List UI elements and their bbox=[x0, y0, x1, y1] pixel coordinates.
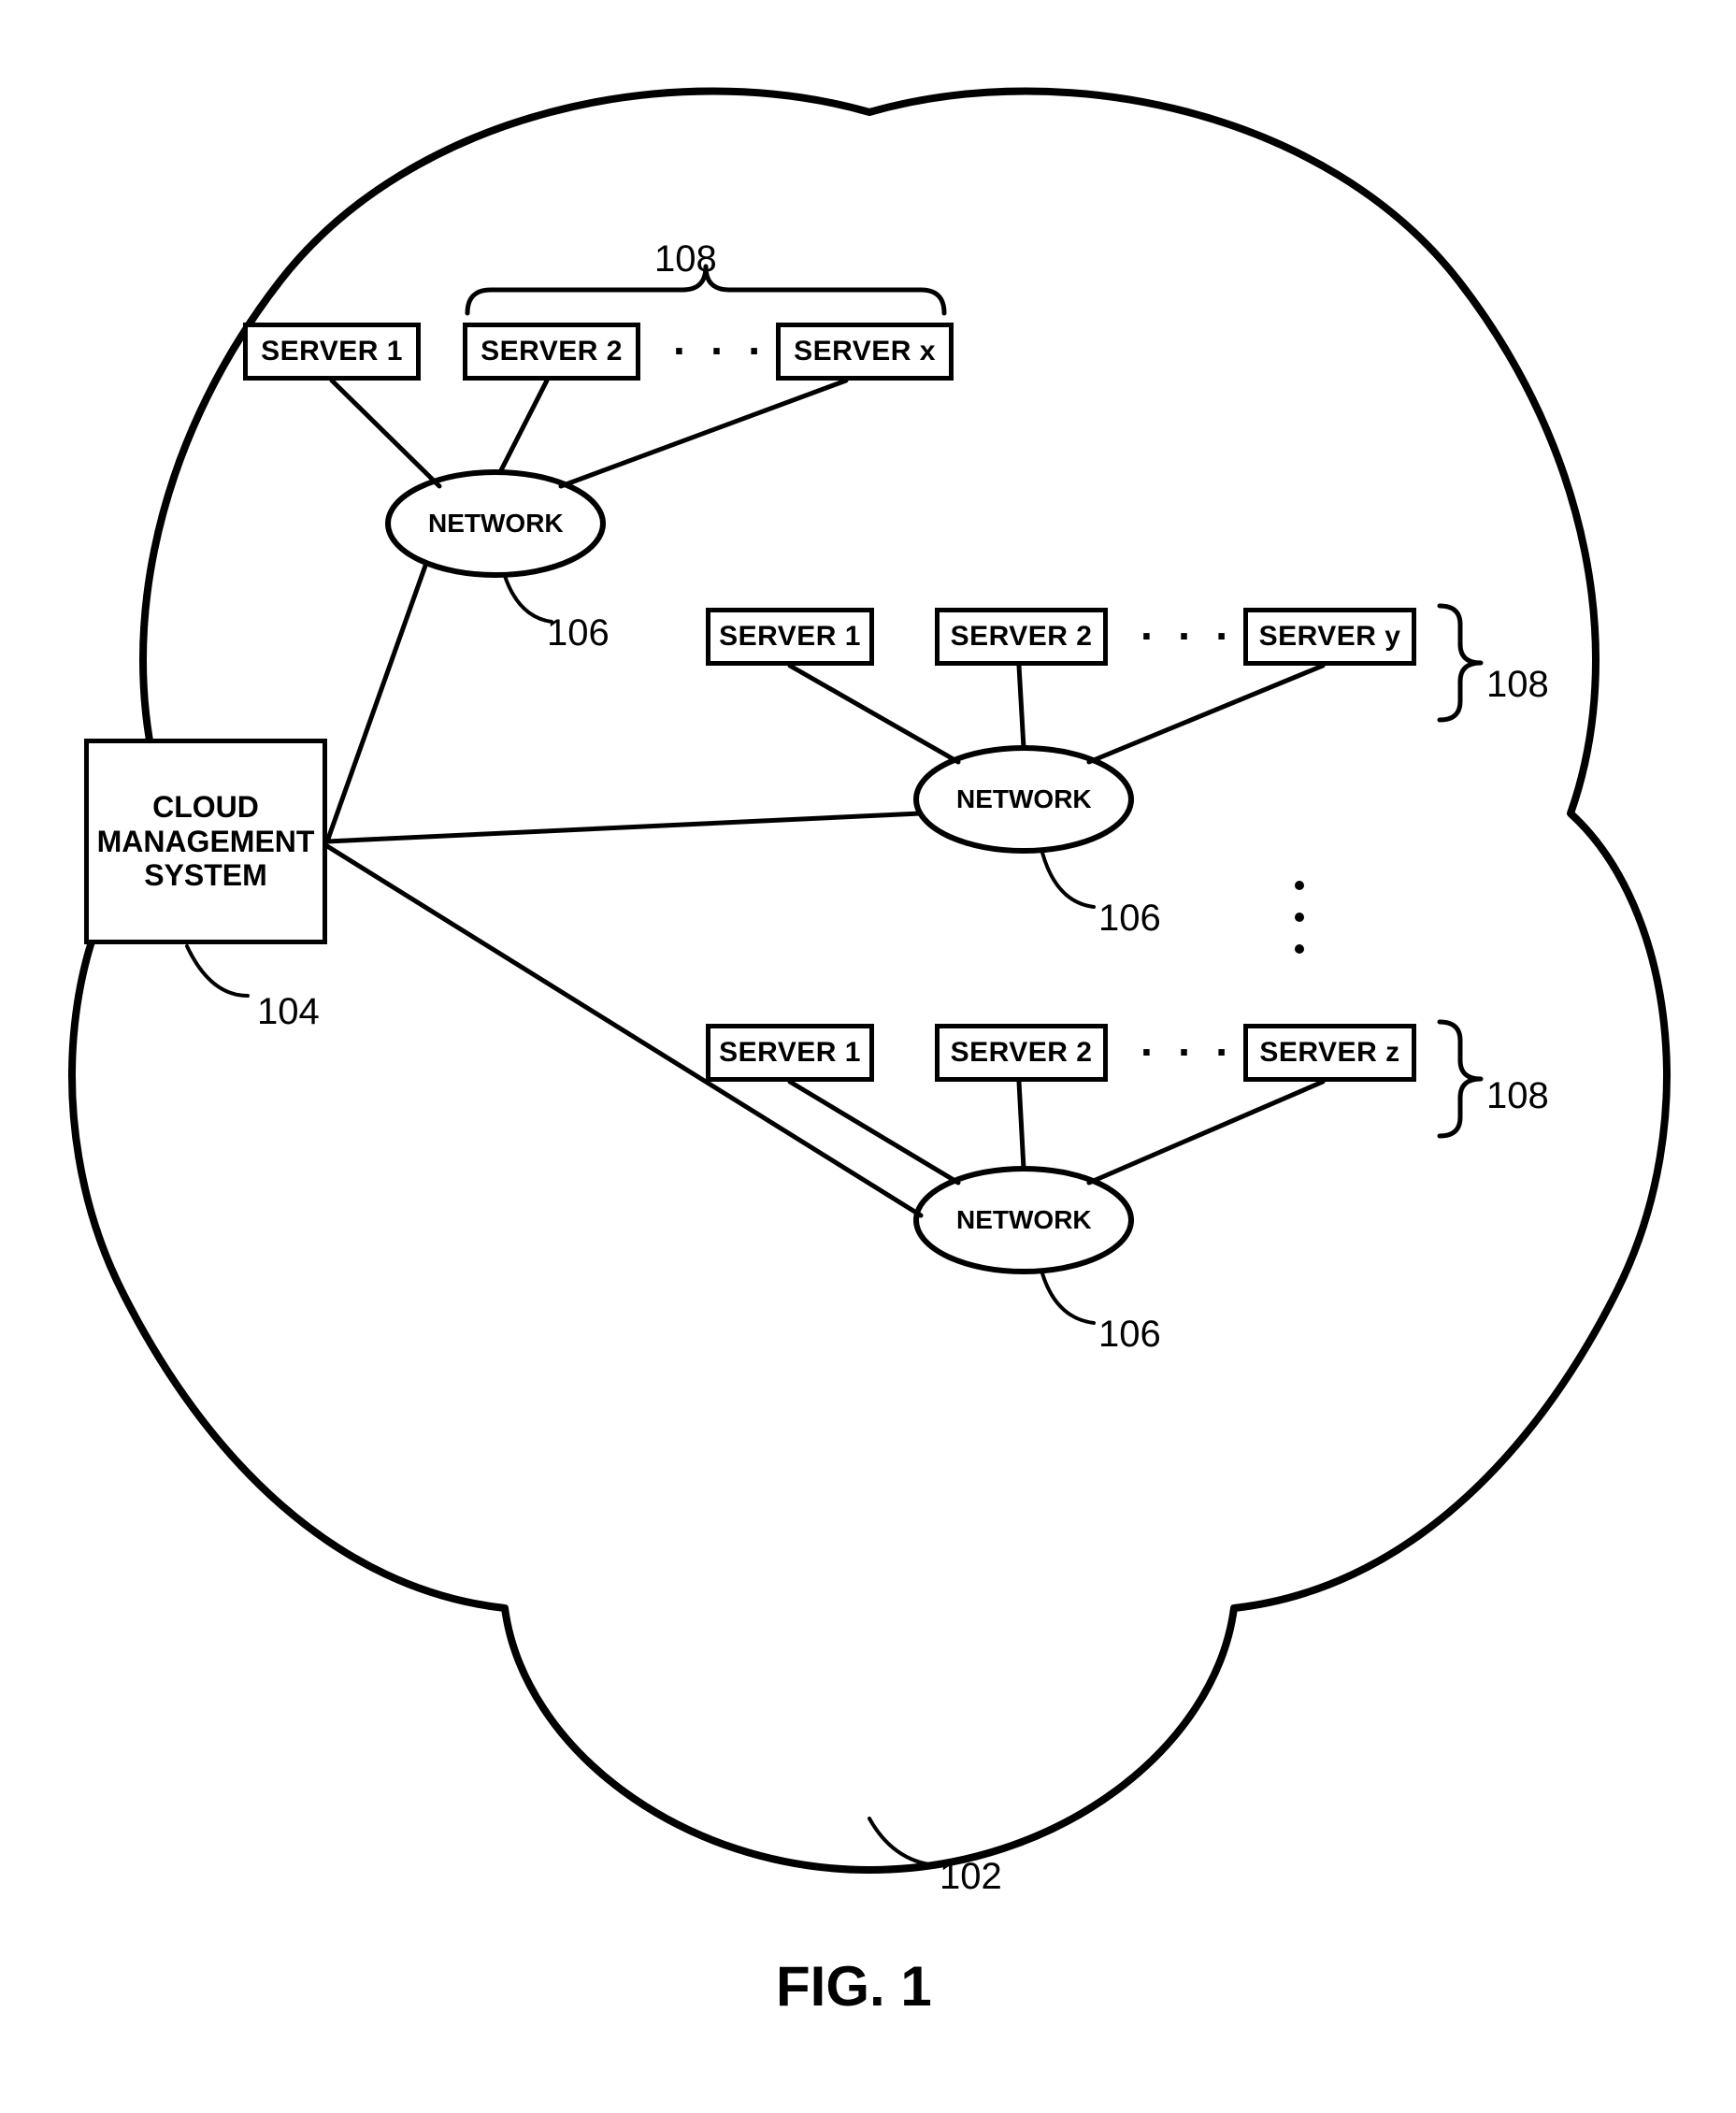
vertical-ellipsis bbox=[1295, 870, 1304, 965]
reference-number: 106 bbox=[547, 612, 610, 654]
figure-page: CLOUDMANAGEMENTSYSTEM SERVER 1 SERVER 2 SE… bbox=[0, 0, 1736, 2113]
server-box: SERVER 1 bbox=[243, 323, 421, 381]
reference-number: 106 bbox=[1098, 1314, 1161, 1356]
server-box: SERVER y bbox=[1243, 608, 1416, 666]
reference-number: 106 bbox=[1098, 898, 1161, 940]
server-label: SERVER 1 bbox=[261, 336, 403, 368]
figure-caption: FIG. 1 bbox=[776, 1954, 932, 2019]
cloud-management-system-label: CLOUDMANAGEMENTSYSTEM bbox=[97, 790, 315, 893]
server-label: SERVER 2 bbox=[951, 1037, 1093, 1070]
server-box: SERVER 1 bbox=[706, 1024, 874, 1082]
horizontal-ellipsis: · · · bbox=[1141, 1027, 1236, 1077]
server-box: SERVER 2 bbox=[463, 323, 640, 381]
horizontal-ellipsis: · · · bbox=[1141, 611, 1236, 661]
server-label: SERVER 1 bbox=[719, 1037, 861, 1070]
reference-number: 108 bbox=[654, 238, 717, 280]
server-box: SERVER z bbox=[1243, 1024, 1416, 1082]
server-box: SERVER 2 bbox=[935, 608, 1108, 666]
server-box: SERVER 1 bbox=[706, 608, 874, 666]
server-label: SERVER z bbox=[1259, 1037, 1399, 1070]
server-label: SERVER x bbox=[794, 336, 936, 368]
server-box: SERVER x bbox=[776, 323, 954, 381]
reference-number: 104 bbox=[257, 991, 320, 1033]
reference-number: 108 bbox=[1486, 1075, 1549, 1117]
server-box: SERVER 2 bbox=[935, 1024, 1108, 1082]
cloud-management-system-box: CLOUDMANAGEMENTSYSTEM bbox=[84, 739, 327, 944]
server-label: SERVER y bbox=[1259, 621, 1401, 654]
horizontal-ellipsis: · · · bbox=[673, 325, 768, 376]
server-label: SERVER 1 bbox=[719, 621, 861, 654]
reference-number: 102 bbox=[940, 1856, 1002, 1898]
server-label: SERVER 2 bbox=[481, 336, 623, 368]
reference-number: 108 bbox=[1486, 664, 1549, 706]
server-label: SERVER 2 bbox=[951, 621, 1093, 654]
